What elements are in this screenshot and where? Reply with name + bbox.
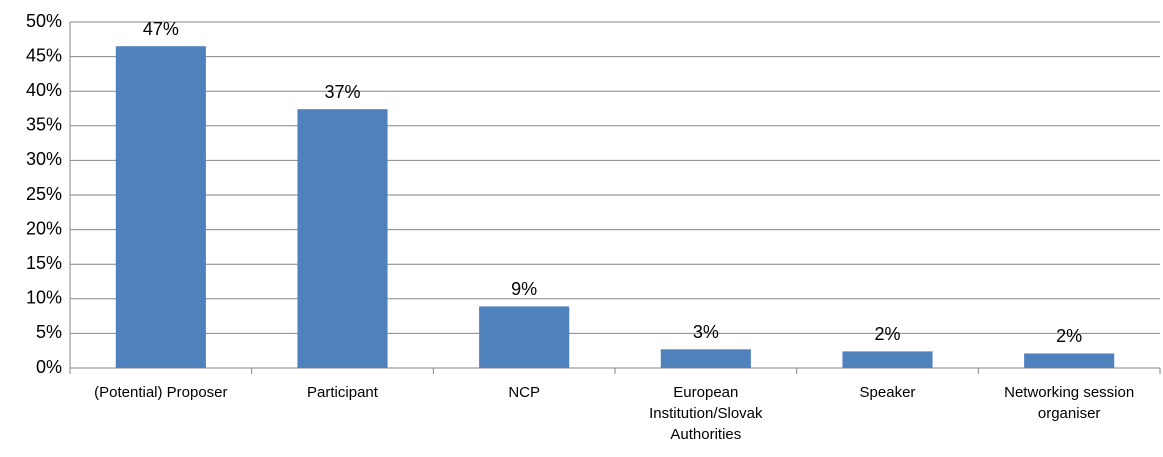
y-tick-label: 10%: [26, 288, 62, 308]
y-tick-label: 20%: [26, 218, 62, 238]
x-tick-label: NCP: [508, 384, 540, 401]
y-tick-label: 5%: [36, 322, 62, 342]
x-tick-label: Networking session organiser: [1004, 384, 1135, 422]
bar: [479, 306, 570, 368]
y-tick-label: 0%: [36, 357, 62, 377]
y-tick-label: 30%: [26, 149, 62, 169]
data-label: 2%: [1056, 326, 1082, 346]
x-tick-label: Participant: [307, 384, 378, 401]
bar: [297, 109, 388, 368]
y-tick-label: 40%: [26, 80, 62, 100]
bar: [842, 351, 933, 368]
data-label: 3%: [693, 322, 719, 342]
x-tick-label: European Institution/Slovak Authorities: [649, 384, 763, 443]
data-label: 2%: [874, 324, 900, 344]
y-tick-label: 45%: [26, 45, 62, 65]
bar: [1024, 353, 1115, 368]
data-label: 47%: [143, 19, 179, 39]
bar: [660, 349, 751, 368]
x-tick-label: (Potential) Proposer: [94, 384, 228, 401]
y-tick-label: 25%: [26, 184, 62, 204]
y-tick-label: 50%: [26, 11, 62, 31]
data-label: 37%: [324, 82, 360, 102]
y-tick-label: 35%: [26, 115, 62, 135]
x-tick-label: Speaker: [859, 384, 916, 401]
data-label: 9%: [511, 279, 537, 299]
bar: [115, 46, 206, 368]
y-tick-label: 15%: [26, 253, 62, 273]
